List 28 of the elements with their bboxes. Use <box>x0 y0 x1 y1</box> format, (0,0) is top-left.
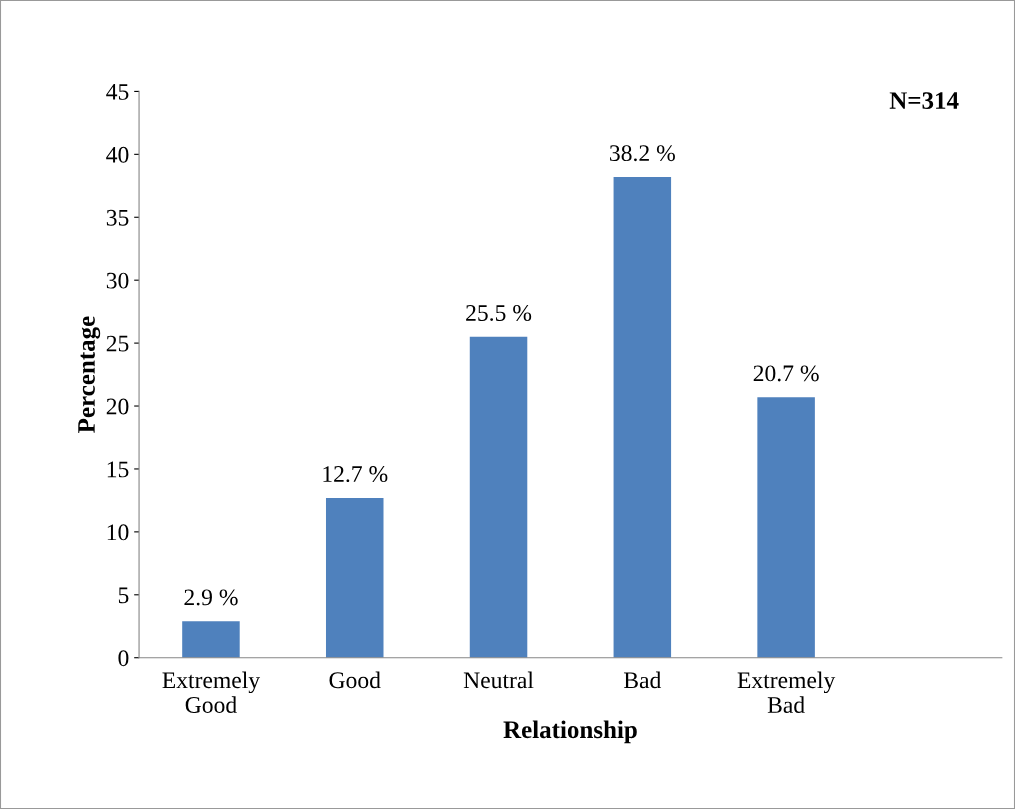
y-tick-label: 30 <box>106 272 129 289</box>
y-tick-label: 25 <box>106 335 129 352</box>
x-axis-title: Relationship <box>503 720 637 744</box>
y-tick-label: 45 <box>106 84 129 100</box>
bar <box>757 397 815 658</box>
y-tick-label: 5 <box>118 587 129 604</box>
data-label: 25.5 % <box>466 304 532 322</box>
y-axis-title: Percentage <box>78 316 101 433</box>
x-tick-label: Neutral <box>463 671 534 689</box>
y-tick-label: 35 <box>106 209 129 226</box>
data-label: 38.2 % <box>610 145 675 162</box>
bar <box>325 497 384 658</box>
x-tick-label: Extremely Good <box>162 671 261 713</box>
bar <box>613 176 672 658</box>
x-tick-label: Extremely Bad <box>737 671 836 713</box>
x-tick-label: Bad <box>623 671 662 689</box>
data-label: 12.7 % <box>323 466 388 483</box>
data-label: 2.9 % <box>184 589 238 606</box>
y-tick-label: 15 <box>107 461 129 478</box>
y-tick-label: 40 <box>106 146 129 163</box>
y-tick-label: 10 <box>107 524 129 541</box>
x-tick-label: Good <box>329 671 381 689</box>
bar <box>182 621 240 658</box>
annotation: N=314 <box>889 92 959 110</box>
bar <box>469 336 528 658</box>
data-label: 20.7 % <box>753 365 819 382</box>
y-tick-label: 20 <box>106 398 129 415</box>
y-tick-label: 0 <box>118 650 129 667</box>
